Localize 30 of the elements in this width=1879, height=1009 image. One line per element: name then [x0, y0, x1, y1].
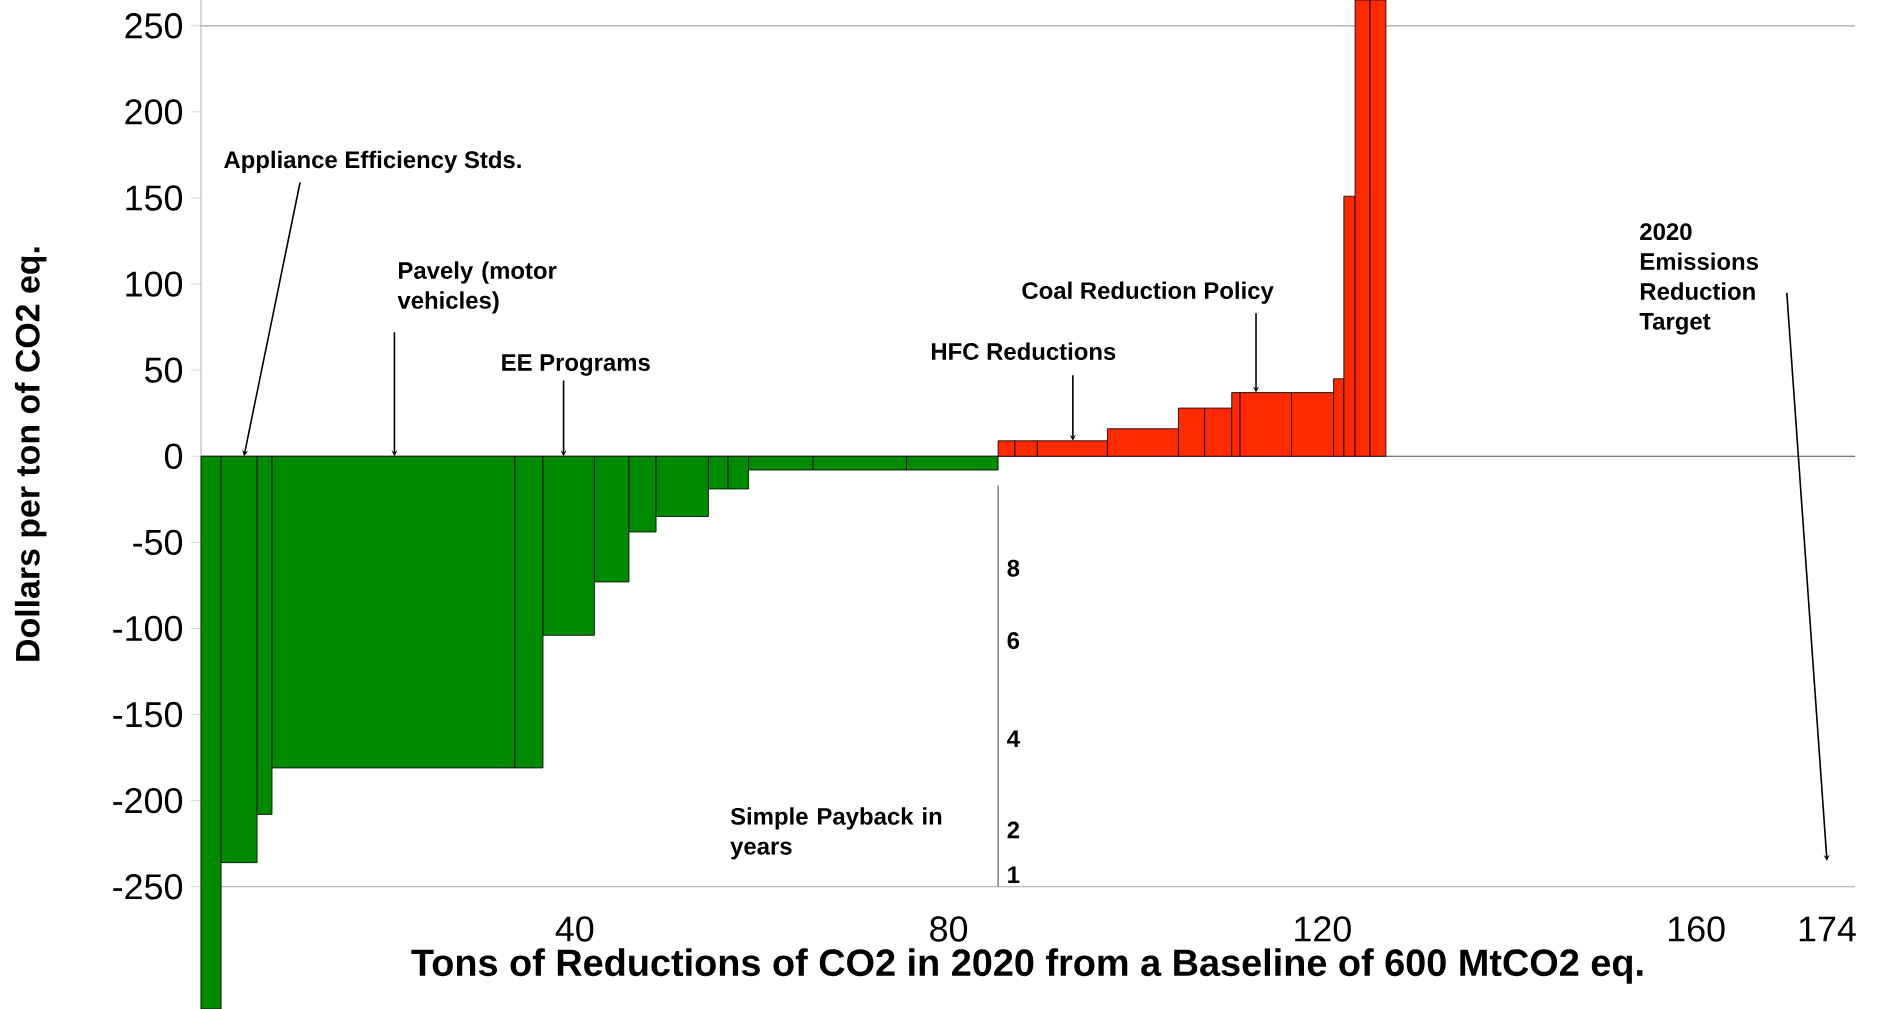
y-axis-title: Dollars per ton of CO2 eq.	[14, 247, 47, 661]
y-tick-label: -150	[113, 701, 183, 728]
x-axis-title: Tons of Reductions of CO2 in 2020 from a Baseline of 600 MtCO2 eq.	[411, 948, 1643, 984]
annotation: 1	[1008, 866, 1020, 883]
annotation: Appliance Efficiency Stds.	[224, 150, 521, 173]
x-tick-label: 174	[1799, 916, 1856, 942]
annotation: 6	[1007, 632, 1020, 649]
annotation: Coal Reduction Policy	[1022, 281, 1274, 304]
y-tick-label: -100	[113, 615, 183, 642]
y-tick-label: 150	[126, 185, 183, 211]
x-tick-label: 40	[555, 916, 594, 942]
y-tick-label: 0	[164, 443, 183, 469]
annotation: 8	[1007, 559, 1020, 577]
y-tick-label: 100	[126, 271, 183, 297]
y-tick-label: -50	[133, 529, 183, 556]
y-tick-label: 200	[125, 99, 183, 125]
x-tick-label: 80	[930, 916, 968, 942]
y-tick-label: -250	[113, 874, 183, 900]
x-tick-label: 120	[1295, 916, 1351, 942]
annotation: HFC Reductions	[931, 342, 1116, 360]
y-tick-label: 250	[125, 13, 183, 39]
y-tick-label: -200	[113, 787, 183, 814]
annotation: 4	[1007, 730, 1020, 747]
annotation: Pavely (motor vehicles)	[397, 261, 557, 314]
annotation: EE Programs	[502, 354, 650, 376]
annotation: Simple Payback in years	[730, 807, 942, 860]
y-tick-label: 50	[145, 357, 183, 383]
x-tick-label: 160	[1668, 916, 1725, 942]
annotation: 2020 Emissions Reduction Target	[1639, 223, 1758, 335]
annotation: 2	[1007, 821, 1020, 839]
